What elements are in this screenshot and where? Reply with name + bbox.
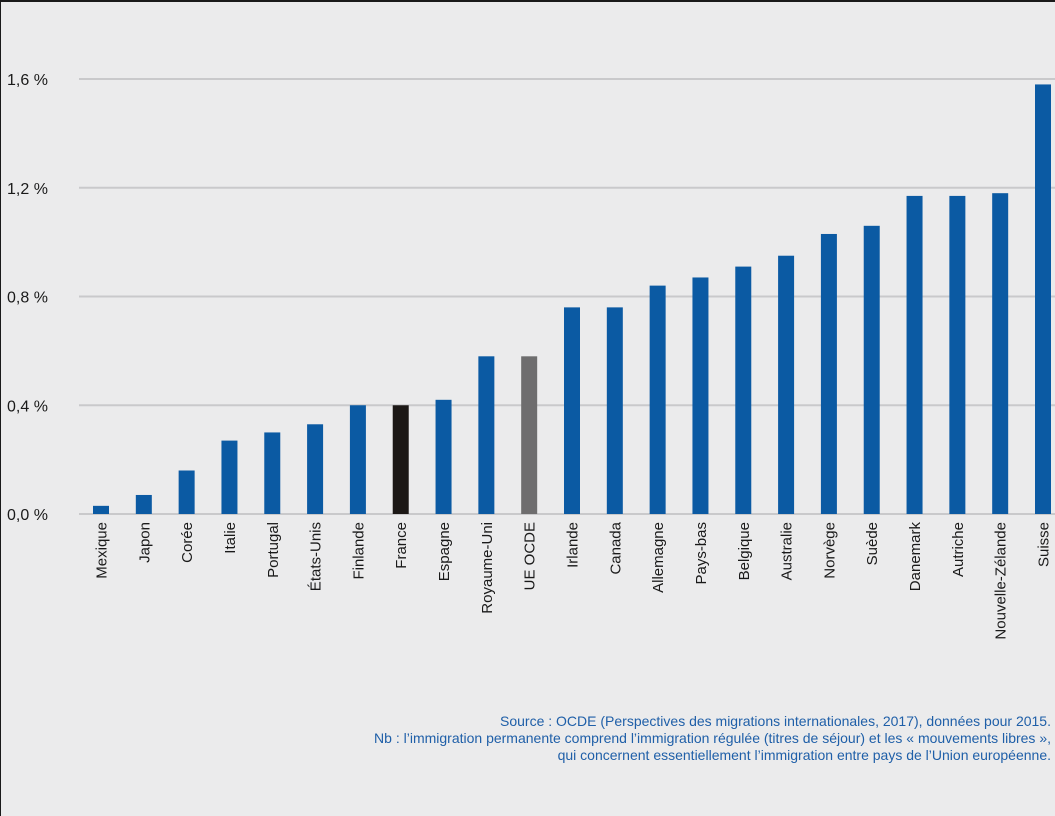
y-tick-label: 0,4 %	[7, 398, 48, 415]
x-category-label: Allemagne	[650, 522, 667, 593]
y-tick-label: 0,8 %	[7, 290, 48, 307]
grid-lines	[79, 78, 1055, 515]
bar	[906, 195, 923, 514]
x-category-label: Corée	[179, 522, 196, 563]
x-category-label: Espagne	[436, 522, 453, 581]
bar	[735, 266, 752, 514]
bar	[178, 470, 195, 514]
bar	[606, 307, 623, 514]
x-category-label: Autriche	[950, 522, 967, 577]
bar	[949, 195, 966, 514]
x-category-label: France	[393, 522, 410, 569]
x-category-label: Japon	[136, 522, 153, 563]
source-note: Source : OCDE (Perspectives des migratio…	[374, 713, 1051, 764]
x-category-label: Australie	[779, 522, 796, 580]
x-category-label: Belgique	[736, 522, 753, 580]
bar	[349, 405, 366, 514]
y-tick-label: 1,2 %	[7, 181, 48, 198]
bar	[820, 233, 837, 514]
bar	[478, 356, 495, 514]
bar	[1035, 84, 1051, 514]
y-axis-ticks: 0,0 % 0,4 % 0,8 % 1,2 % 1,6 %	[7, 72, 48, 524]
x-category-label: Suisse	[1036, 522, 1053, 567]
bar	[649, 285, 666, 514]
bar	[863, 225, 880, 514]
bar	[778, 255, 795, 514]
x-category-label: Nouvelle-Zélande	[993, 522, 1010, 640]
x-category-label: Norvège	[821, 522, 838, 579]
x-axis-labels: Mexique Japon Corée Italie Portugal États-Uni…	[94, 521, 1053, 639]
bar	[264, 432, 281, 514]
bar	[564, 307, 580, 514]
x-category-label: Royaume-Uni	[479, 522, 496, 614]
x-category-label: Suède	[864, 522, 881, 565]
source-line-1: Source : OCDE (Perspectives des migratio…	[500, 713, 1051, 729]
x-category-label: États-Unis	[308, 522, 325, 591]
bar	[307, 424, 324, 514]
x-category-label: Italie	[222, 522, 239, 554]
bar	[392, 405, 409, 514]
bar	[692, 277, 709, 514]
bar	[135, 494, 152, 514]
x-category-label: Mexique	[94, 522, 111, 579]
source-line-2: Nb : l’immigration permanente comprend l…	[374, 730, 1051, 746]
bar	[521, 356, 538, 514]
x-category-label: Portugal	[265, 522, 282, 578]
bar	[435, 399, 452, 514]
bar	[992, 193, 1009, 514]
bars	[93, 84, 1051, 514]
x-category-label: Pays-bas	[693, 522, 710, 585]
x-category-label: Danemark	[907, 522, 924, 592]
bar	[93, 505, 109, 514]
x-category-label: UE OCDE	[522, 522, 539, 590]
y-tick-label: 1,6 %	[7, 72, 48, 89]
x-category-label: Irlande	[565, 522, 582, 568]
x-category-label: Canada	[607, 521, 624, 574]
y-tick-label: 0,0 %	[7, 507, 48, 524]
source-line-3: qui concernent essentiellement l’immigra…	[557, 747, 1051, 763]
bar	[221, 440, 238, 514]
x-category-label: Finlande	[350, 522, 367, 580]
